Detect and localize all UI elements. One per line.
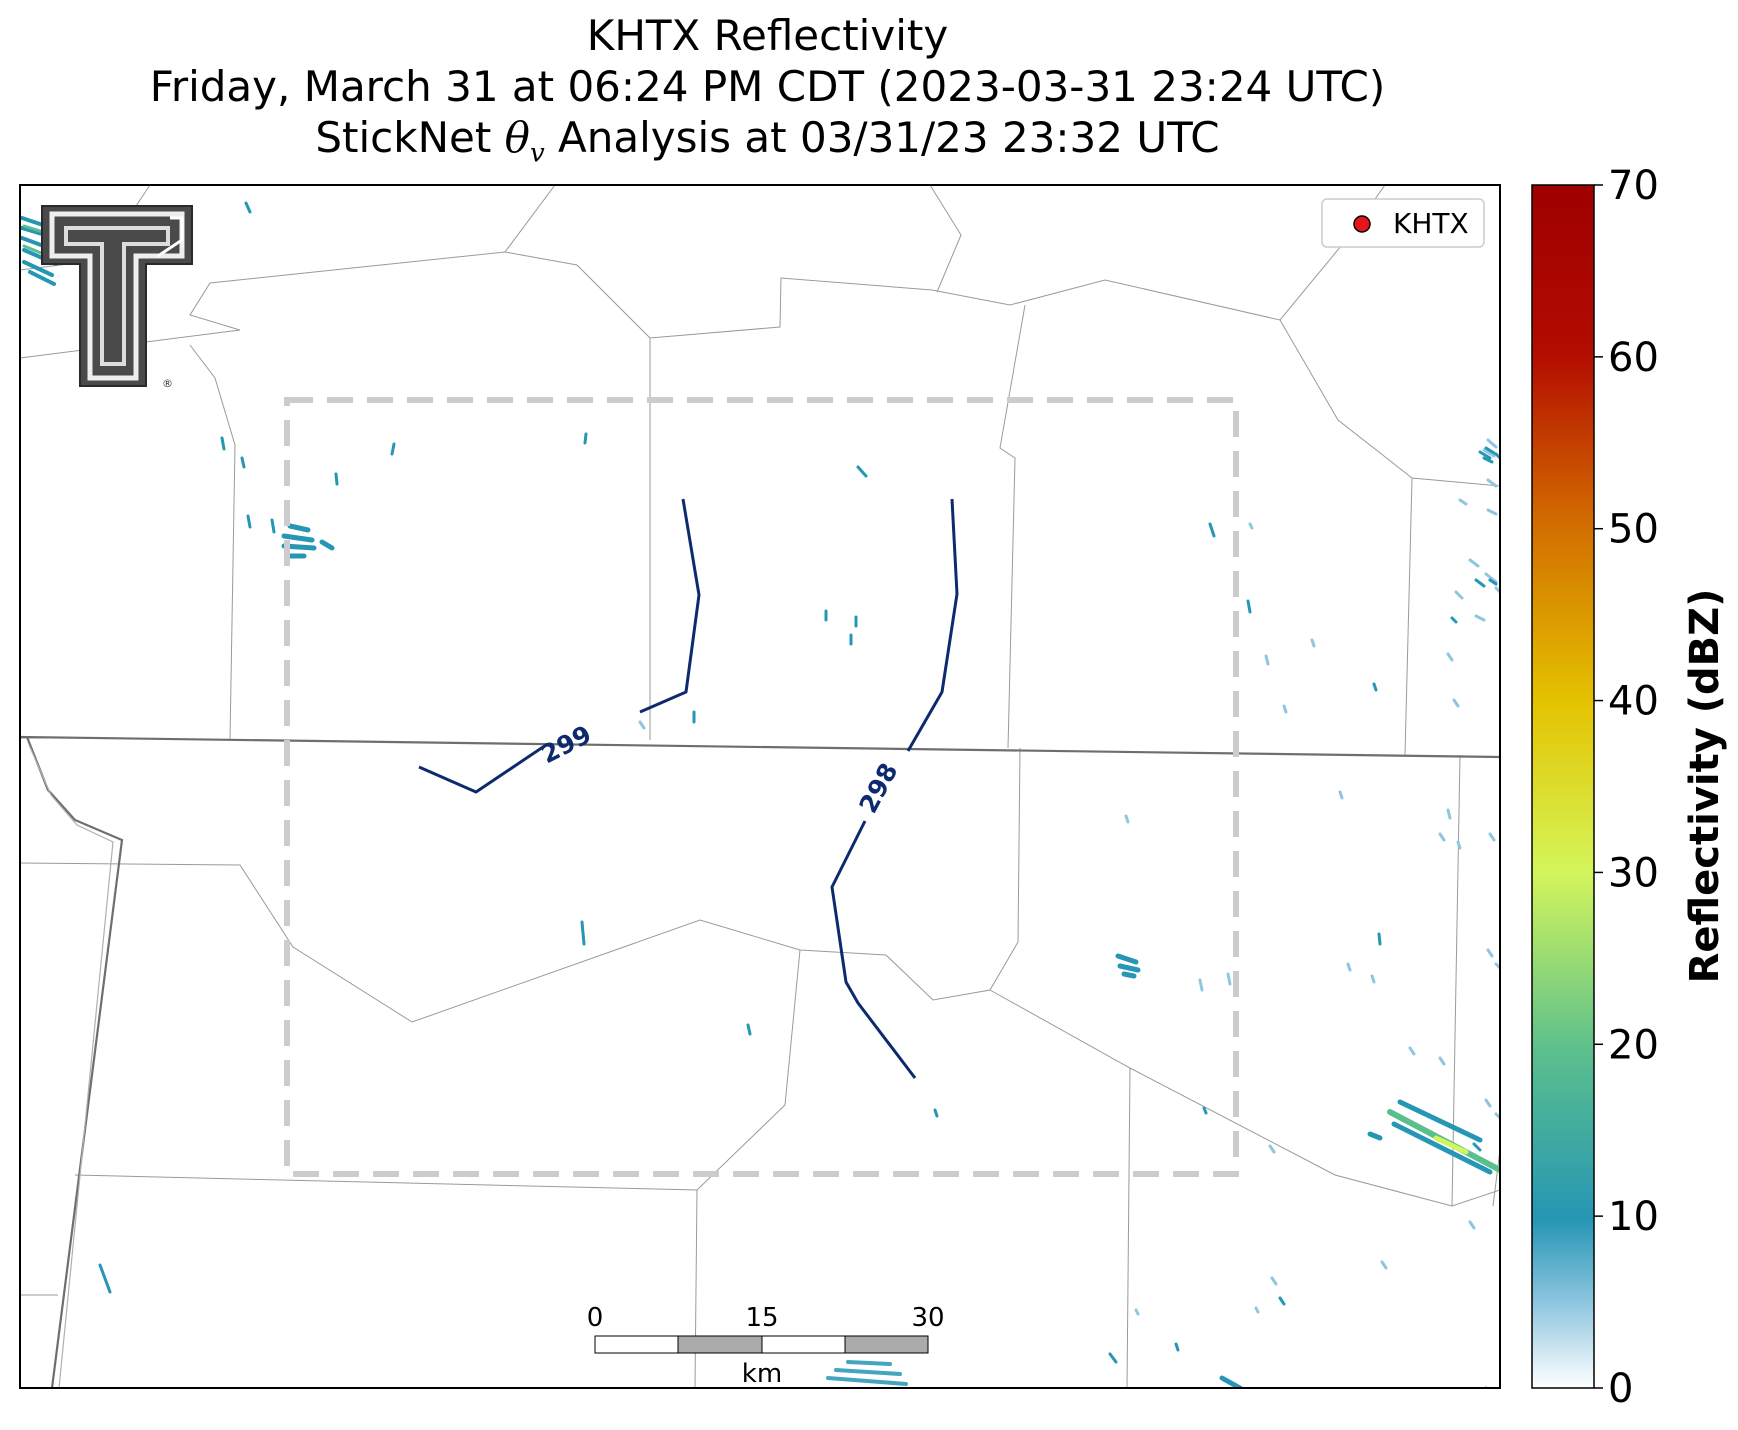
contour-299 [639,498,701,714]
chart-title: KHTX Reflectivity Friday, March 31 at 06… [0,10,1535,179]
contour-298-b [830,820,917,1079]
registered-mark: ® [162,377,173,390]
contour-label-299: 299 [536,720,596,770]
legend: KHTX [1321,198,1485,248]
contour-label-298: 298 [853,758,903,818]
scale-tick-30: 30 [911,1303,944,1333]
scale-unit: km [742,1359,782,1389]
double-t-logo-icon: ® [41,205,193,390]
legend-label: KHTX [1393,207,1469,240]
contour-299-b [418,745,544,794]
colorbar-tick-label: 70 [1608,163,1659,209]
colorbar-tick-label: 60 [1608,335,1659,381]
title-line-3: StickNet θv Analysis at 03/31/23 23:32 U… [315,113,1220,169]
colorbar-tick-label: 0 [1608,1366,1633,1412]
scale-tick-0: 0 [587,1303,604,1333]
county-boundaries [20,185,1500,1388]
theta-v-contours [418,498,959,1079]
colorbar-label: Reflectivity (dBZ) [1682,589,1728,984]
radar-echoes [20,201,1500,1388]
khtx-marker-icon [1353,215,1371,233]
colorbar-tick-label: 30 [1608,850,1659,896]
scale-bar: 0 15 30 km [587,1303,945,1389]
colorbar-tick-label: 50 [1608,507,1659,553]
scale-tick-15: 15 [745,1303,778,1333]
state-boundaries [20,735,1500,1388]
title-line-1: KHTX Reflectivity [586,11,949,60]
colorbar-ticks: 0 10 20 30 40 50 60 70 [1594,163,1659,1412]
analysis-domain-box [284,397,1239,1177]
colorbar-tick-label: 10 [1608,1194,1659,1240]
colorbar-tick-label: 40 [1608,679,1659,725]
contour-298 [906,498,959,752]
colorbar-gradient [1531,184,1595,1389]
map-frame [19,184,1501,1389]
title-line-2: Friday, March 31 at 06:24 PM CDT (2023-0… [149,62,1386,111]
colorbar: 0 10 20 30 40 50 60 70 Reflectivity (dBZ) [1531,163,1728,1412]
colorbar-tick-label: 20 [1608,1022,1659,1068]
